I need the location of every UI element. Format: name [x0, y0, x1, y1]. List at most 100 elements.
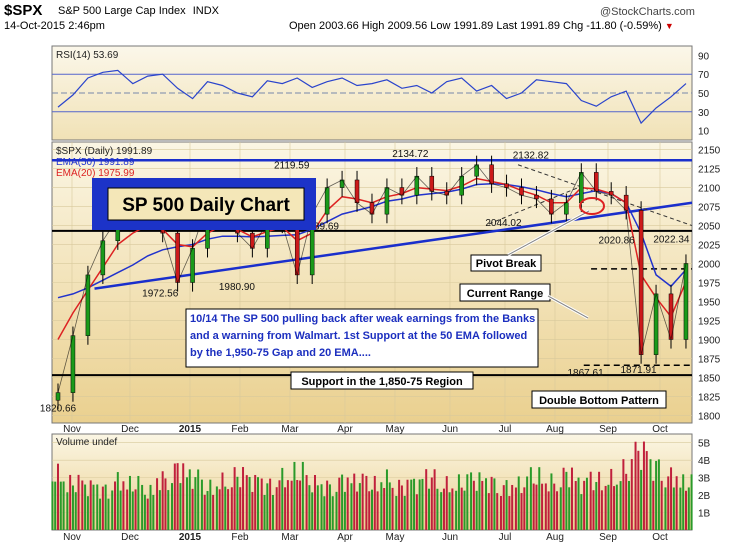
price-point-label: 2119.59	[274, 161, 310, 172]
rsi-tick-label: 30	[698, 108, 710, 119]
ema20-label: EMA(20) 1975.99	[56, 168, 135, 179]
volume-bar	[613, 486, 616, 530]
volume-x-label: Sep	[599, 532, 617, 543]
volume-bar	[74, 492, 77, 530]
volume-bar	[161, 471, 164, 530]
volume-bar	[428, 488, 431, 530]
candle-body	[354, 179, 360, 204]
volume-bar	[595, 481, 598, 530]
volume-bar	[442, 488, 445, 530]
candle-body	[55, 392, 61, 401]
volume-bar	[415, 494, 418, 530]
price-tick-label: 2000	[698, 260, 721, 271]
candle-body	[70, 335, 76, 393]
volume-bar	[541, 483, 544, 530]
candle-body	[549, 198, 554, 215]
index-fullname: S&P 500 Large Cap Index	[58, 5, 186, 17]
volume-bar	[66, 492, 69, 530]
volume-bar	[236, 476, 239, 530]
volume-bar	[209, 479, 212, 530]
volume-bar	[101, 486, 104, 530]
volume-bar	[496, 493, 499, 530]
volume-tick-label: 2B	[698, 491, 711, 502]
volume-bar	[92, 484, 95, 530]
volume-bar	[637, 450, 640, 530]
volume-bar	[556, 491, 559, 530]
volume-bar	[311, 492, 314, 530]
volume-x-label: Feb	[231, 532, 249, 543]
volume-x-label: Apr	[337, 532, 353, 543]
volume-bar	[440, 492, 443, 530]
pivot-break-circle	[579, 197, 605, 215]
volume-bar	[455, 490, 458, 530]
volume-bar	[373, 475, 376, 530]
volume-bar	[574, 481, 577, 530]
volume-bar	[682, 474, 685, 530]
volume-bar	[141, 484, 144, 530]
volume-bar	[206, 491, 209, 530]
candle-body	[564, 202, 569, 215]
price-close-line	[57, 164, 687, 393]
volume-bar	[664, 487, 667, 530]
volume-bar	[376, 491, 379, 530]
volume-bar	[406, 479, 409, 530]
volume-bar	[568, 487, 571, 530]
price-x-label: Feb	[231, 424, 249, 435]
candle-body	[384, 187, 390, 215]
volume-bar	[77, 474, 80, 530]
volume-bar	[284, 487, 287, 530]
volume-bar	[197, 469, 200, 530]
volume-bar	[116, 472, 119, 530]
volume-bar	[657, 459, 660, 530]
volume-bar	[353, 473, 356, 530]
price-tick-label: 2150	[698, 146, 721, 157]
volume-bar	[81, 480, 84, 530]
price-point-label: 1980.90	[219, 282, 256, 293]
price-x-label: Mar	[281, 424, 299, 435]
volume-bar	[380, 482, 383, 530]
volume-bar	[481, 480, 484, 530]
price-tick-label: 2050	[698, 222, 721, 233]
volume-bar	[320, 484, 323, 530]
price-point-label: 1972.56	[142, 288, 179, 299]
volume-bar	[679, 487, 682, 530]
stockcharts-watermark[interactable]: @StockCharts.com	[600, 6, 695, 18]
price-tick-label: 1800	[698, 411, 721, 422]
ema50-label: EMA(50) 1991.89	[56, 157, 135, 168]
comment-text: 10/14 The SP 500 pulling back after weak…	[190, 313, 536, 359]
price-tick-label: 1825	[698, 392, 721, 403]
price-x-label: Oct	[652, 424, 668, 435]
volume-bar	[371, 489, 373, 530]
volume-bar	[323, 496, 326, 530]
exchange-label: INDX	[192, 5, 219, 17]
volume-bar	[550, 473, 553, 530]
pivot-break-pointer-edge	[507, 210, 590, 256]
candle-body	[638, 210, 644, 355]
volume-bar	[328, 484, 331, 530]
current-range-pointer-edge	[547, 295, 589, 319]
price-tick-label: 2025	[698, 241, 721, 252]
volume-bar	[391, 487, 394, 530]
volume-bar	[395, 495, 398, 530]
volume-bar	[577, 477, 580, 530]
volume-bar	[529, 467, 532, 530]
volume-bar	[645, 451, 648, 530]
volume-bar	[436, 488, 439, 530]
volume-bar	[251, 491, 254, 530]
volume-bar	[565, 471, 568, 530]
volume-bar	[335, 491, 338, 530]
price-point-label: 2044.02	[485, 218, 522, 229]
volume-bar	[383, 488, 386, 530]
index-name: S&P 500 Large Cap Index INDX	[58, 5, 219, 17]
volume-bar	[478, 472, 481, 530]
candle-body	[519, 187, 524, 196]
volume-bar	[290, 480, 293, 530]
candle-body	[414, 175, 420, 196]
support-label: Support in the 1,850-75 Region	[301, 376, 463, 388]
candle-body	[459, 175, 464, 196]
volume-bar	[254, 474, 257, 530]
volume-bar	[538, 467, 541, 530]
volume-bar	[675, 476, 678, 530]
volume-bar	[640, 469, 643, 530]
rsi-tick-label: 90	[698, 51, 710, 62]
